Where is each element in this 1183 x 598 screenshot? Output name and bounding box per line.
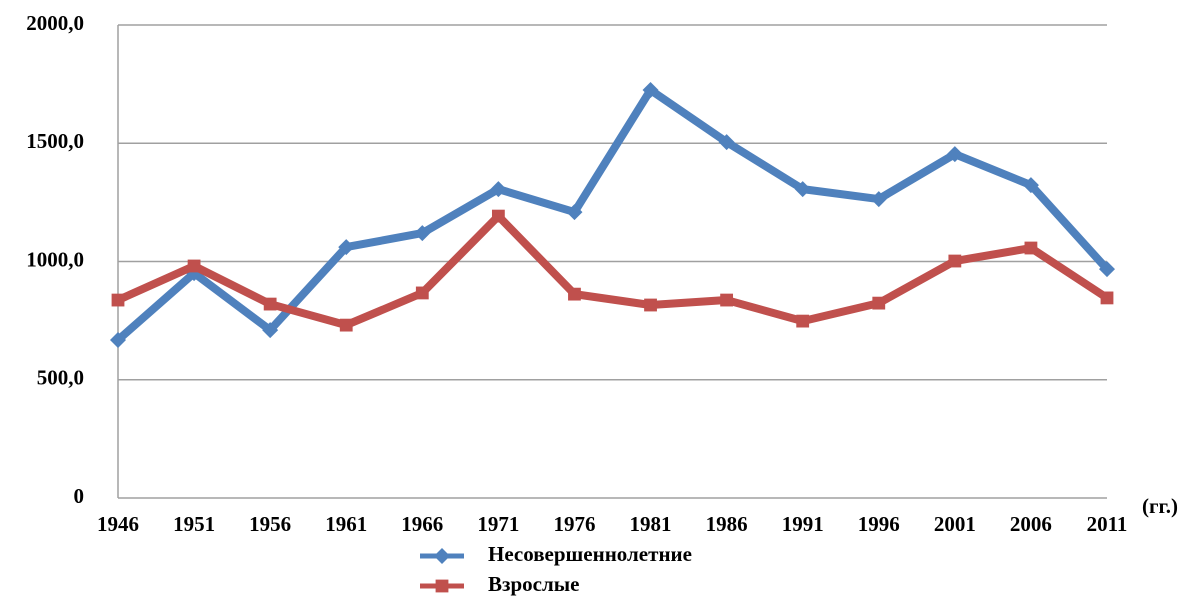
point	[339, 318, 353, 332]
point	[644, 298, 657, 312]
point	[1099, 261, 1115, 278]
point	[946, 146, 963, 163]
series-line	[116, 212, 1110, 330]
x-tick-label: 1961	[325, 512, 367, 536]
x-tick-label: 1946	[97, 512, 139, 536]
point	[718, 134, 735, 151]
x-axis-label: (гг.)	[1142, 494, 1178, 518]
point	[796, 314, 810, 328]
point	[1024, 241, 1038, 255]
x-tick-label: 1986	[706, 512, 748, 536]
legend-marker	[435, 579, 449, 593]
x-tick-label: 2006	[1010, 512, 1052, 536]
point	[872, 296, 886, 310]
point	[568, 287, 581, 301]
point	[870, 191, 887, 208]
legend-marker	[434, 548, 450, 564]
x-tick-label: 1991	[782, 512, 824, 536]
point	[490, 181, 507, 198]
point	[1022, 177, 1039, 194]
y-tick-label: 0	[74, 484, 85, 508]
x-tick-label: 1966	[401, 512, 443, 536]
point	[794, 181, 811, 198]
y-tick-label: 500,0	[37, 366, 84, 390]
y-tick-label: 2000,0	[26, 11, 84, 35]
x-tick-label: 1971	[477, 512, 519, 536]
y-tick-label: 1500,0	[26, 129, 84, 153]
point	[263, 297, 277, 311]
point	[415, 286, 429, 300]
x-tick-label: 1996	[858, 512, 900, 536]
point	[110, 332, 126, 349]
x-tick-label: 2011	[1087, 512, 1128, 536]
x-tick-label: 1976	[553, 512, 595, 536]
point	[338, 239, 355, 256]
series-line	[115, 86, 1110, 344]
y-tick-label: 1000,0	[26, 247, 84, 271]
legend-label: Несовершеннолетние	[488, 542, 692, 566]
point	[948, 254, 962, 268]
point	[187, 259, 201, 273]
point	[720, 293, 734, 307]
point	[566, 204, 583, 221]
x-tick-label: 1956	[249, 512, 291, 536]
point	[642, 82, 659, 99]
point	[262, 322, 279, 339]
legend-label: Взрослые	[488, 572, 579, 596]
x-tick-label: 1951	[173, 512, 215, 536]
point	[491, 209, 505, 223]
point	[1100, 291, 1114, 305]
x-tick-label: 2001	[934, 512, 976, 536]
point	[111, 293, 125, 307]
point	[414, 225, 431, 242]
x-tick-label: 1981	[630, 512, 672, 536]
